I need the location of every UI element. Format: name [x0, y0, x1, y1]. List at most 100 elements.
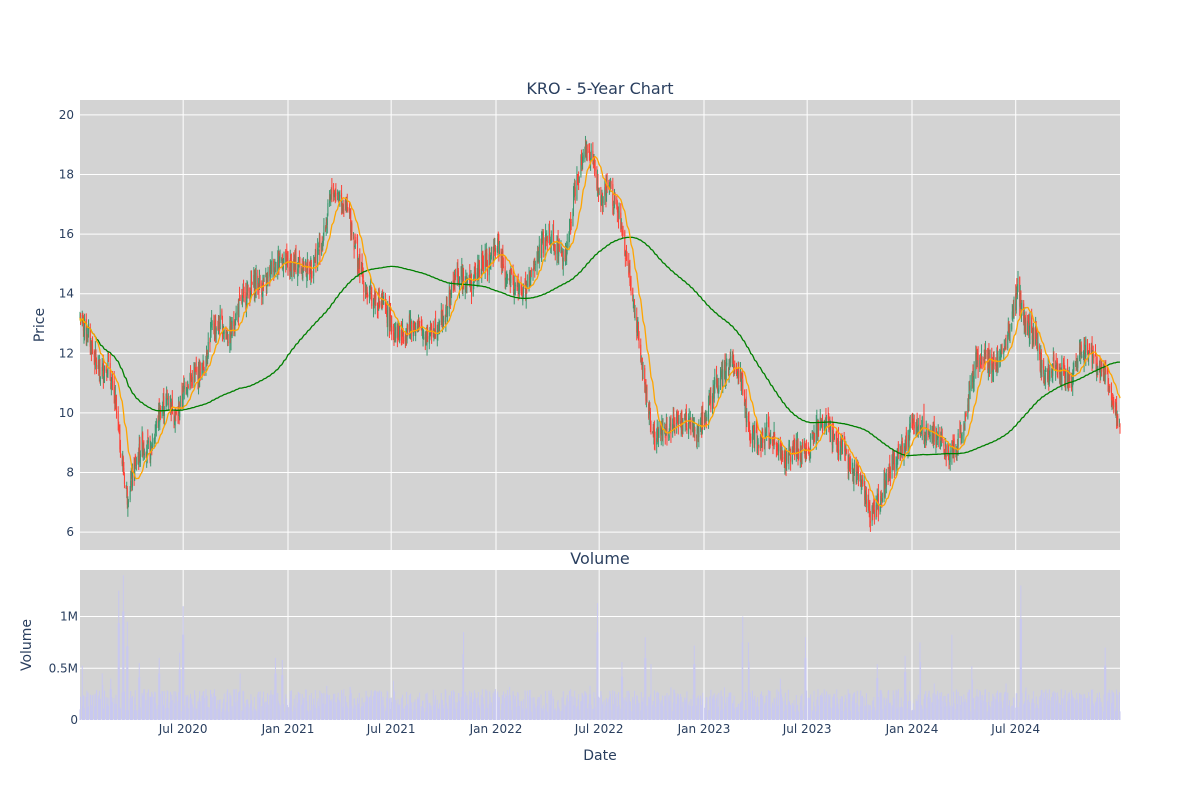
volume-bar — [402, 707, 404, 720]
candle-body — [271, 258, 273, 272]
candle-body — [468, 275, 470, 279]
volume-bar — [912, 709, 914, 720]
volume-bar — [710, 689, 712, 720]
volume-bar — [259, 697, 261, 720]
candle-body — [714, 378, 716, 385]
volume-bar — [167, 708, 169, 720]
volume-bar — [893, 698, 895, 720]
candle-body — [125, 485, 127, 489]
volume-bar — [1081, 694, 1083, 720]
candle-body — [114, 395, 116, 403]
volume-bar — [530, 711, 532, 720]
candle-body — [429, 324, 431, 336]
candle-body — [504, 266, 506, 281]
volume-bar — [226, 691, 228, 720]
candle-body — [122, 457, 124, 472]
volume-bar — [386, 690, 388, 720]
volume-bar — [314, 690, 316, 720]
candle-body — [1093, 354, 1095, 359]
volume-bar — [294, 707, 296, 720]
candle-body — [179, 395, 181, 407]
volume-bar — [1015, 693, 1017, 720]
volume-bar — [641, 702, 643, 720]
volume-bar — [1087, 703, 1089, 720]
volume-bar — [231, 706, 233, 720]
volume-bar — [818, 705, 820, 720]
candle-body — [1087, 342, 1089, 355]
volume-bar — [868, 711, 870, 720]
volume-bar — [370, 690, 372, 720]
candle-body — [243, 292, 245, 293]
price-y-tick-label: 14 — [59, 287, 74, 301]
candle-body — [359, 254, 361, 277]
volume-bar — [318, 708, 320, 720]
candle-body — [811, 430, 813, 439]
volume-bar — [815, 711, 817, 720]
candle-body — [656, 427, 658, 435]
volume-bar — [640, 692, 642, 720]
volume-bar — [1021, 693, 1023, 720]
candle-body — [167, 403, 169, 405]
candle-body — [923, 412, 925, 438]
candle-body — [1043, 374, 1045, 377]
volume-bar — [317, 701, 319, 720]
candle-body — [438, 326, 440, 328]
candle-body — [118, 426, 120, 428]
candle-body — [326, 219, 328, 225]
candle-body — [1032, 335, 1034, 342]
candle-body — [1008, 331, 1010, 338]
volume-bar — [1104, 647, 1106, 720]
candle-body — [1110, 387, 1112, 401]
volume-bar — [649, 699, 651, 720]
volume-bar — [367, 698, 369, 720]
volume-bar — [705, 697, 707, 720]
volume-bar — [470, 692, 472, 720]
candle-body — [693, 425, 695, 435]
candle-body — [416, 326, 418, 332]
volume-bar — [290, 690, 292, 720]
candle-body — [494, 248, 496, 255]
candle-body — [657, 435, 659, 438]
candle-body — [354, 241, 356, 249]
volume-bar — [581, 692, 583, 720]
volume-bar — [449, 704, 451, 720]
volume-bar — [725, 710, 727, 720]
candle-body — [1004, 347, 1006, 351]
volume-bar — [492, 693, 494, 720]
candle-body — [315, 250, 317, 266]
candle-body — [237, 304, 239, 316]
candle-body — [873, 501, 875, 511]
candle-body — [609, 184, 611, 187]
volume-bar — [853, 693, 855, 720]
candle-body — [478, 264, 480, 280]
volume-bar — [157, 705, 159, 720]
candle-body — [226, 331, 228, 340]
candle-body — [163, 410, 165, 416]
volume-bar — [955, 689, 957, 720]
volume-bar — [794, 711, 796, 720]
candle-body — [171, 398, 173, 413]
candle-body — [199, 363, 201, 380]
volume-bar — [469, 691, 471, 720]
candle-body — [979, 357, 981, 370]
volume-bar — [79, 709, 81, 720]
volume-bar — [431, 709, 433, 720]
volume-bar — [550, 690, 552, 720]
volume-bar — [222, 702, 224, 720]
candle-body — [273, 267, 275, 277]
volume-bar — [544, 708, 546, 720]
candle-body — [810, 436, 812, 459]
volume-bar — [577, 699, 579, 720]
candle-body — [897, 444, 899, 455]
volume-bar — [758, 710, 760, 720]
volume-bar — [596, 632, 598, 720]
candle-body — [399, 330, 401, 341]
volume-bar — [549, 707, 551, 720]
volume-bar — [925, 707, 927, 720]
volume-bar — [402, 694, 404, 720]
volume-bar — [502, 691, 504, 720]
volume-bar — [1020, 619, 1022, 720]
candle-body — [660, 425, 662, 435]
volume-bar — [489, 696, 491, 720]
candle-body — [291, 263, 293, 281]
